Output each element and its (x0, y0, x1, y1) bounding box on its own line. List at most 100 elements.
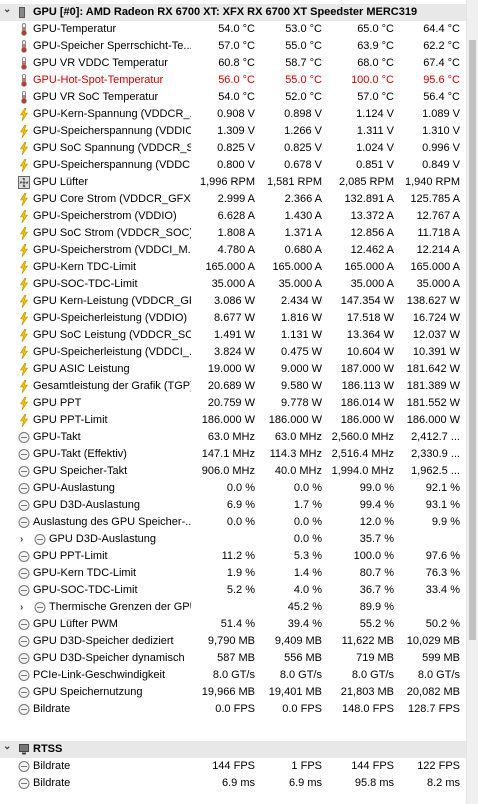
current-value: 0.0 FPS (215, 703, 255, 715)
maximum-value: 186.000 W (340, 414, 394, 426)
average-value: 62.2 °C (423, 40, 460, 52)
sensor-row[interactable]: GPU PPT-Limit 11.2 % 5.3 % 100.0 % 97.6 % (0, 548, 466, 565)
sensor-row[interactable]: GPU Kern-Leistung (VDDCR_GFX) 3.086 W 2.43… (0, 293, 466, 310)
vertical-scrollbar[interactable] (466, 0, 478, 804)
average-value: 56.4 °C (423, 91, 460, 103)
sensor-row[interactable]: GPU-Kern-Spannung (VDDCR_... 0.908 V 0.898… (0, 106, 466, 123)
sensor-row[interactable]: GPU-Takt (Effektiv) 147.1 MHz 114.3 MHz 2,5… (0, 446, 466, 463)
sensor-label: GPU PPT-Limit (33, 414, 108, 426)
sensor-row[interactable]: Bildrate 6.9 ms 6.9 ms 95.8 ms 8.2 ms (0, 775, 466, 792)
sensor-row[interactable]: GPU SoC Spannung (VDDCR_S... 0.825 V 0.825… (0, 140, 466, 157)
maximum-value: 35.7 % (359, 533, 394, 545)
sensor-row[interactable]: GPU-Temperatur 54.0 °C 53.0 °C 65.0 °C 64.4 … (0, 21, 466, 38)
sensor-row[interactable]: GPU VR SoC Temperatur 54.0 °C 52.0 °C 57.0 … (0, 89, 466, 106)
minimum-value: 1,581 RPM (266, 176, 322, 188)
sensor-row[interactable]: Gesamtleistung der Grafik (TGP) 20.689 W 9… (0, 378, 466, 395)
sensor-row[interactable]: GPU Lüfter PWM 51.4 % 39.4 % 55.2 % 50.2 % (0, 616, 466, 633)
current-value: 63.0 MHz (207, 431, 255, 443)
maximum-value: 147.354 W (340, 295, 394, 307)
sensor-row[interactable]: GPU-Speicherspannung (VDDC... 0.800 V 0.67… (0, 157, 466, 174)
sensor-row[interactable]: GPU PPT 20.759 W 9.778 W 186.014 W 181.552 W (0, 395, 466, 412)
sensor-row[interactable]: GPU SoC Strom (VDDCR_SOC) 1.808 A 1.371 A 1… (0, 225, 466, 242)
sensor-row[interactable]: Bildrate 0.0 FPS 0.0 FPS 148.0 FPS 128.7 FPS (0, 701, 466, 718)
sensor-row[interactable]: GPU-Speicherstrom (VDDIO) 6.628 A 1.430 A 1… (0, 208, 466, 225)
sensor-row[interactable]: GPU PPT-Limit 186.000 W 186.000 W 186.000 W… (0, 412, 466, 429)
minimum-value: 0.0 % (293, 533, 322, 545)
sensor-row[interactable]: Bildrate 144 FPS 1 FPS 144 FPS 122 FPS (0, 758, 466, 775)
current-value: 9,790 MB (207, 635, 255, 647)
gauge-icon (18, 670, 30, 681)
gauge-icon (18, 568, 30, 579)
sensor-row[interactable]: GPU-Speicherspannung (VDDIO) 1.309 V 1.266… (0, 123, 466, 140)
sensor-row[interactable]: GPU-Speicherleistung (VDDCI_... 3.824 W 0.… (0, 344, 466, 361)
monitor-icon (19, 744, 29, 755)
chevron-down-icon[interactable]: ⌄ (3, 4, 12, 15)
average-value: 50.2 % (425, 618, 460, 630)
rtss_section-title: RTSS (33, 743, 63, 755)
sensor-row[interactable]: GPU-SOC-TDC-Limit 5.2 % 4.0 % 36.7 % 33.4 % (0, 582, 466, 599)
sensor-row[interactable]: PCIe-Link-Geschwindigkeit 8.0 GT/s 8.0 GT/… (0, 667, 466, 684)
current-value: 0.800 V (217, 159, 255, 171)
sensor-label: GPU-Speicherspannung (VDDC... (33, 159, 191, 171)
sensor-row[interactable]: GPU Speichernutzung 19,966 MB 19,401 MB 21,… (0, 684, 466, 701)
chip-icon (19, 7, 25, 18)
sensor-row[interactable]: GPU ASIC Leistung 19.000 W 9.000 W 187.000 … (0, 361, 466, 378)
sensor-row[interactable]: GPU VR VDDC Temperatur 60.8 °C 58.7 °C 68.0… (0, 55, 466, 72)
maximum-value: 1.311 V (356, 125, 394, 137)
maximum-value: 17.518 W (346, 312, 394, 324)
scrollbar-thumb[interactable] (469, 40, 476, 640)
sensor-row[interactable]: GPU-SOC-TDC-Limit 35.000 A 35.000 A 35.000 … (0, 276, 466, 293)
minimum-value: 9.000 W (281, 363, 322, 375)
sensor-row[interactable]: › Thermische Grenzen der GPU 45.2 % 89.9 % (0, 599, 466, 616)
minimum-value: 0.825 V (284, 142, 322, 154)
average-value: 128.7 FPS (408, 703, 460, 715)
sensor-label: GPU-SOC-TDC-Limit (33, 584, 138, 596)
current-value: 0.825 V (217, 142, 255, 154)
minimum-value: 53.0 °C (285, 23, 322, 35)
sensor-label: GPU D3D-Auslastung (33, 499, 140, 511)
average-value: 67.4 °C (423, 57, 460, 69)
average-value: 122 FPS (417, 760, 460, 772)
sensor-row[interactable]: Auslastung des GPU Speicher-... 0.0 % 0.0 … (0, 514, 466, 531)
sensor-row[interactable]: GPU D3D-Speicher dediziert 9,790 MB 9,409 … (0, 633, 466, 650)
maximum-value: 186.113 W (341, 380, 394, 392)
sensor-row[interactable]: GPU-Kern TDC-Limit 1.9 % 1.4 % 80.7 % 76.3 % (0, 565, 466, 582)
maximum-value: 89.9 % (359, 601, 394, 613)
sensor-row[interactable]: GPU-Hot-Spot-Temperatur 56.0 °C 55.0 °C 100… (0, 72, 466, 89)
current-value: 57.0 °C (218, 40, 255, 52)
sensor-row[interactable]: GPU D3D-Speicher dynamisch 587 MB 556 MB 71… (0, 650, 466, 667)
rtss_section-header[interactable]: ⌄ RTSS (0, 741, 466, 758)
average-value: 12.767 A (416, 210, 460, 222)
maximum-value: 13.364 W (346, 329, 394, 341)
chevron-right-icon[interactable]: › (20, 534, 24, 545)
sensor-row[interactable]: › GPU D3D-Auslastung 0.0 % 35.7 % (0, 531, 466, 548)
minimum-value: 58.7 °C (285, 57, 322, 69)
thermometer-icon (21, 57, 27, 70)
gauge-icon (18, 778, 30, 789)
maximum-value: 1,994.0 MHz (331, 465, 394, 477)
average-value: 64.4 °C (423, 23, 460, 35)
lightning-bolt-icon (19, 125, 29, 138)
chevron-right-icon[interactable]: › (20, 602, 24, 613)
average-value: 8.0 GT/s (417, 669, 460, 681)
chevron-down-icon[interactable]: ⌄ (3, 741, 12, 752)
current-value: 1.491 W (214, 329, 255, 341)
sensor-row[interactable]: GPU SoC Leistung (VDDCR_SOC) 1.491 W 1.131… (0, 327, 466, 344)
sensor-row[interactable]: GPU-Speicher Sperrschicht-Te... 57.0 °C 55… (0, 38, 466, 55)
sensor-row[interactable]: GPU Speicher-Takt 906.0 MHz 40.0 MHz 1,994.… (0, 463, 466, 480)
sensor-row[interactable]: GPU-Speicherstrom (VDDCI_M... 4.780 A 0.68… (0, 242, 466, 259)
sensor-row[interactable]: GPU-Speicherleistung (VDDIO) 8.677 W 1.816… (0, 310, 466, 327)
sensor-row[interactable]: GPU Lüfter 1,996 RPM 1,581 RPM 2,085 RPM 1,9… (0, 174, 466, 191)
minimum-value: 1.430 A (284, 210, 322, 222)
sensor-row[interactable]: GPU-Auslastung 0.0 % 0.0 % 99.0 % 92.1 % (0, 480, 466, 497)
gpu_section-header[interactable]: ⌄ GPU [#0]: AMD Radeon RX 6700 XT: XFX RX… (0, 4, 466, 21)
average-value: 20,082 MB (406, 686, 460, 698)
sensor-row[interactable]: GPU D3D-Auslastung 6.9 % 1.7 % 99.4 % 93.1 % (0, 497, 466, 514)
sensor-label: GPU VR VDDC Temperatur (33, 57, 168, 69)
maximum-value: 2,516.4 MHz (331, 448, 394, 460)
average-value: 1.310 V (422, 125, 460, 137)
sensor-row[interactable]: GPU-Kern TDC-Limit 165.000 A 165.000 A 165.… (0, 259, 466, 276)
maximum-value: 148.0 FPS (342, 703, 394, 715)
sensor-row[interactable]: GPU-Takt 63.0 MHz 63.0 MHz 2,560.0 MHz 2,412… (0, 429, 466, 446)
sensor-row[interactable]: GPU Core Strom (VDDCR_GFX) 2.999 A 2.366 A… (0, 191, 466, 208)
